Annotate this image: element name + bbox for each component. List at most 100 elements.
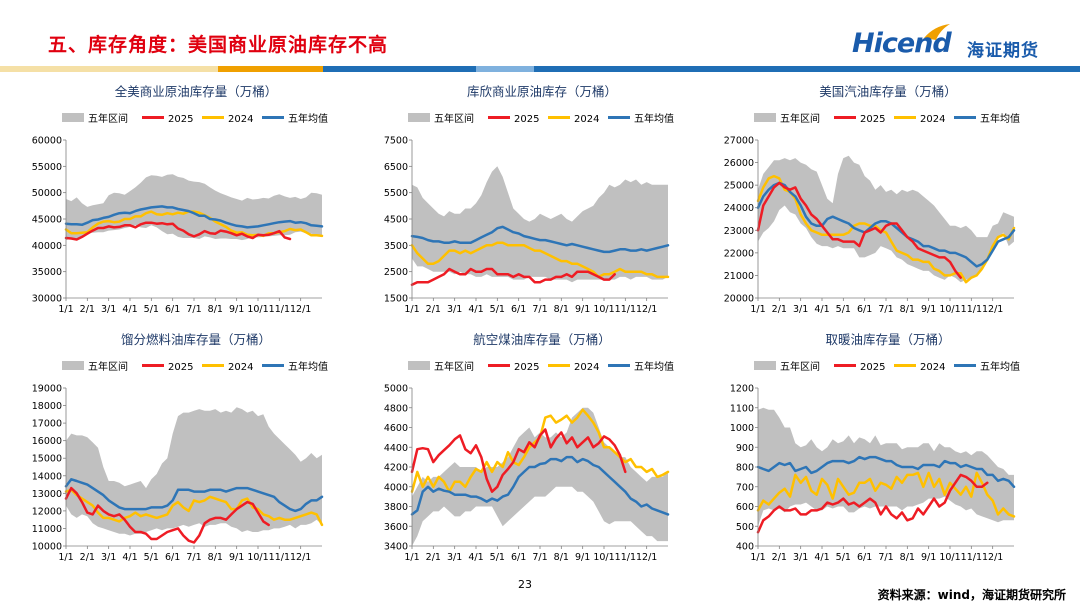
y-tick-label: 1500 (384, 294, 408, 305)
x-tick-label: 5/1 (490, 552, 505, 563)
x-tick-label: 1/1 (404, 552, 419, 563)
chart-heating-oil: 取暖油库存量（万桶） 五年区间 2025 2024 五年均值 400 500 600 700 80… (730, 332, 1020, 563)
x-tick-label: 9/1 (921, 304, 936, 315)
legend-avg-label: 五年均值 (980, 360, 1020, 373)
x-tick-label: 2/1 (772, 304, 787, 315)
chart-legend: 五年区间 2025 2024 五年均值 (754, 360, 1020, 373)
y-tick-label: 1200 (730, 384, 754, 395)
series-2025-line (756, 473, 989, 534)
y-tick-label: 800 (736, 463, 754, 474)
chart-legend: 五年区间 2025 2024 五年均值 (62, 360, 328, 373)
legend-2025-label: 2025 (168, 114, 193, 125)
legend-avg-label: 五年均值 (288, 112, 328, 125)
y-tick-label: 4500 (384, 215, 408, 226)
five-year-range-band (412, 407, 668, 546)
five-year-average-line (64, 478, 324, 513)
five-year-range-band (66, 407, 322, 536)
chart-us-commercial-crude: 全美商业原油库存量（万桶） 五年区间 2025 2024 五年均值 30000 35000 4… (32, 84, 328, 315)
x-tick-label: 1/1 (750, 304, 765, 315)
x-tick-label: 6/1 (165, 304, 180, 315)
legend-band-swatch (408, 113, 430, 122)
chart-title: 馏分燃料油库存量（万桶） (121, 332, 271, 347)
series-2025-line (410, 267, 616, 287)
legend-avg-label: 五年均值 (634, 360, 674, 373)
x-tick-label: 4/1 (468, 304, 483, 315)
chart-title: 库欣商业原油库存（万桶） (467, 84, 617, 99)
five-year-range-band (758, 155, 1014, 283)
chart-panel-us-gasoline: 美国汽油库存量（万桶） 五年区间 2025 2024 五年均值 20000 21000 220… (692, 76, 1034, 316)
x-tick-label: 5/1 (836, 304, 851, 315)
header-divider-bar (0, 66, 1080, 72)
x-tick-label: 8/1 (554, 304, 569, 315)
y-tick-label: 2500 (384, 267, 408, 278)
x-tick-label: 11/1 (961, 552, 982, 563)
y-tick-label: 4800 (384, 403, 408, 414)
y-tick-label: 10000 (32, 542, 62, 553)
y-tick-label: 21000 (724, 271, 754, 282)
series-2024-line (410, 241, 670, 279)
legend-2024-label: 2024 (228, 114, 253, 125)
x-tick-label: 7/1 (186, 304, 201, 315)
y-tick-label: 60000 (32, 136, 62, 147)
x-tick-label: 6/1 (857, 552, 872, 563)
x-tick-label: 7/1 (532, 304, 547, 315)
chart-cushing-crude: 库欣商业原油库存（万桶） 五年区间 2025 2024 五年均值 1500 2500 3500… (384, 84, 674, 315)
x-tick-label: 12/1 (982, 304, 1003, 315)
legend-avg-label: 五年均值 (288, 360, 328, 373)
x-tick-label: 3/1 (101, 552, 116, 563)
x-tick-label: 5/1 (490, 304, 505, 315)
x-tick-label: 4/1 (122, 552, 137, 563)
x-tick-label: 6/1 (511, 304, 526, 315)
five-year-average-line (756, 181, 1016, 268)
x-tick-label: 1/1 (58, 552, 73, 563)
x-tick-label: 6/1 (165, 552, 180, 563)
legend-2025-label: 2025 (860, 114, 885, 125)
legend-band-label: 五年区间 (434, 112, 474, 125)
series-2024-line (64, 488, 324, 527)
x-tick-label: 11/1 (615, 304, 636, 315)
x-tick-label: 10/1 (247, 552, 268, 563)
logo-text-cn: 海证期货 (967, 41, 1039, 61)
y-tick-label: 12000 (32, 506, 62, 517)
y-tick-label: 5000 (384, 384, 408, 395)
x-tick-label: 4/1 (814, 552, 829, 563)
x-tick-label: 12/1 (290, 304, 311, 315)
five-year-range-band (412, 166, 668, 283)
x-tick-label: 2/1 (772, 552, 787, 563)
chart-jet-fuel: 航空煤油库存量（万桶） 五年区间 2025 2024 五年均值 3400 3600 3800 4… (384, 332, 674, 563)
y-tick-label: 16000 (32, 436, 62, 447)
y-tick-label: 30000 (32, 294, 62, 305)
legend-2024-label: 2024 (920, 114, 945, 125)
y-tick-label: 55000 (32, 162, 62, 173)
chart-title: 美国汽油库存量（万桶） (819, 84, 957, 99)
x-tick-label: 5/1 (144, 304, 159, 315)
y-tick-label: 22000 (724, 248, 754, 259)
legend-2025-label: 2025 (514, 114, 539, 125)
x-tick-label: 11/1 (269, 304, 290, 315)
y-tick-label: 4600 (384, 423, 408, 434)
x-tick-label: 9/1 (229, 552, 244, 563)
chart-title: 航空煤油库存量（万桶） (473, 332, 611, 347)
series-2025-line (756, 181, 962, 279)
chart-legend: 五年区间 2025 2024 五年均值 (62, 112, 328, 125)
y-tick-label: 7500 (384, 136, 408, 147)
legend-2024-label: 2024 (574, 114, 599, 125)
y-tick-label: 11000 (32, 524, 62, 535)
y-tick-label: 500 (736, 522, 754, 533)
series-2025-line (64, 486, 270, 544)
chart-panel-cushing-crude: 库欣商业原油库存（万桶） 五年区间 2025 2024 五年均值 1500 2500 3500… (346, 76, 688, 316)
legend-band-swatch (62, 361, 84, 370)
legend-2025-label: 2025 (514, 362, 539, 373)
chart-us-gasoline: 美国汽油库存量（万桶） 五年区间 2025 2024 五年均值 20000 21000 220… (724, 84, 1020, 315)
x-tick-label: 1/1 (750, 552, 765, 563)
chart-legend: 五年区间 2025 2024 五年均值 (408, 112, 674, 125)
legend-2025-label: 2025 (860, 362, 885, 373)
x-tick-label: 8/1 (900, 304, 915, 315)
y-tick-label: 40000 (32, 241, 62, 252)
x-tick-label: 8/1 (900, 552, 915, 563)
five-year-average-line (410, 455, 670, 516)
source-note: 资料来源：wind，海证期货研究所 (877, 588, 1066, 602)
x-tick-label: 7/1 (878, 552, 893, 563)
x-tick-label: 2/1 (80, 552, 95, 563)
y-tick-label: 15000 (32, 454, 62, 465)
